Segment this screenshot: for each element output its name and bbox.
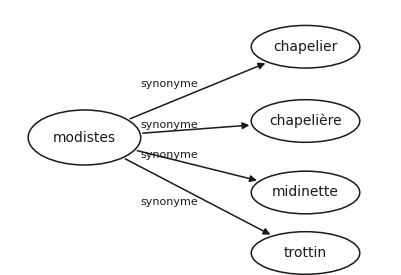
Text: midinette: midinette — [271, 186, 338, 199]
Text: synonyme: synonyme — [140, 79, 197, 89]
Text: trottin: trottin — [283, 246, 326, 260]
Text: synonyme: synonyme — [140, 150, 197, 160]
Text: synonyme: synonyme — [140, 197, 197, 207]
Ellipse shape — [251, 100, 359, 142]
Text: chapelière: chapelière — [269, 114, 341, 128]
Ellipse shape — [251, 26, 359, 68]
Ellipse shape — [251, 171, 359, 214]
Text: synonyme: synonyme — [140, 120, 197, 130]
Text: modistes: modistes — [53, 131, 115, 144]
Ellipse shape — [251, 232, 359, 274]
Text: chapelier: chapelier — [273, 40, 337, 54]
Ellipse shape — [28, 110, 140, 165]
